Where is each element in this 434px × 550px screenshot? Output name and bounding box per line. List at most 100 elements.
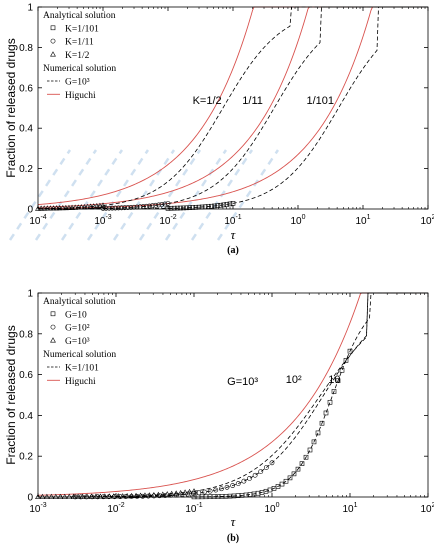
circle-marker (106, 205, 112, 211)
legend-entry: G=10 (65, 310, 87, 320)
numerical-curve (38, 6, 428, 210)
panel-b-curves (37, 292, 428, 498)
triangle-marker (72, 204, 79, 210)
square-marker (212, 203, 217, 209)
legend-entry: G=10³ (65, 337, 90, 347)
panel-a-y-axis-label: Fraction of released drugs (4, 38, 18, 177)
curve-annotation: 1/11 (242, 95, 263, 107)
y-tick-label: 0.4 (19, 411, 33, 422)
y-tick-label: 1 (27, 3, 33, 14)
circle-marker (258, 469, 264, 475)
triangle-marker (61, 493, 68, 499)
square-marker (190, 205, 196, 210)
circle-marker (145, 493, 151, 499)
legend-entry: Numerical solution (43, 350, 116, 360)
y-tick-label: 0.6 (19, 83, 33, 94)
x-tick-label: 10-3 (29, 502, 46, 515)
curve-annotation: 1/101 (306, 95, 334, 107)
circle-marker (128, 204, 134, 210)
circle-marker (151, 493, 157, 499)
triangle-marker (39, 493, 46, 500)
circle-marker (202, 489, 207, 495)
watermark-stripe (216, 149, 280, 241)
legend-circle-swatch (50, 324, 56, 330)
triangle-marker (97, 493, 104, 499)
square-marker (275, 484, 281, 489)
legend-entry: G=10² (65, 324, 90, 334)
y-tick-label: 0.8 (19, 329, 33, 340)
higuchi-curve (37, 6, 428, 208)
triangle-marker (75, 493, 82, 499)
x-tick-label: 102 (420, 214, 434, 227)
triangle-marker (87, 203, 94, 209)
circle-marker (119, 205, 124, 211)
square-marker (227, 201, 233, 207)
watermark-stripe (86, 149, 150, 241)
legend-triangle-swatch (50, 51, 56, 57)
triangle-marker (44, 493, 50, 500)
x-tick-label: 102 (420, 502, 434, 515)
square-marker (291, 471, 297, 477)
panel-b-ticks: 0 0.2 0.4 0.6 0.8 1 10-3 10-2 10-1 100 101 102 (19, 289, 434, 516)
circle-marker (112, 205, 118, 211)
circle-marker (109, 205, 115, 211)
square-marker (168, 205, 174, 211)
triangle-marker (115, 493, 122, 499)
curve-annotation: G=10³ (227, 376, 258, 388)
watermark-stripe (8, 149, 72, 241)
panel-a-ticks: 0 0.2 0.4 0.6 0.8 1 10-4 10-3 10-2 10-1 100 101 102 (19, 3, 434, 228)
triangle-marker (66, 493, 73, 499)
triangle-marker (48, 493, 55, 499)
legend-entry: Higuchi (65, 91, 96, 101)
triangle-marker (106, 493, 113, 499)
legend-entry: Analytical solution (43, 11, 116, 21)
triangle-marker (47, 205, 54, 211)
triangle-marker (35, 493, 41, 500)
circle-marker (103, 205, 109, 211)
panel-a-plot-frame (37, 6, 429, 210)
square-marker (315, 430, 321, 436)
x-tick-label: 100 (264, 502, 279, 515)
circle-marker (153, 202, 159, 208)
circle-marker (185, 491, 191, 497)
legend-entry: G=10³ (65, 78, 90, 88)
x-tick-label: 10-2 (159, 214, 176, 227)
y-tick-label: 0.2 (19, 164, 33, 175)
square-marker (224, 202, 230, 207)
x-tick-label: 10-1 (224, 214, 241, 227)
numerical-curve (37, 6, 428, 210)
curve-annotation: 10 (328, 374, 340, 386)
y-tick-label: 0.6 (19, 370, 33, 381)
legend-entry: Analytical solution (43, 297, 116, 307)
circle-marker (247, 476, 252, 481)
triangle-marker (62, 204, 69, 211)
y-tick-label: 0.4 (19, 124, 33, 135)
higuchi-curve (37, 292, 428, 496)
circle-marker (134, 493, 140, 499)
y-tick-label: 1 (27, 289, 33, 300)
triangle-marker (128, 492, 135, 499)
watermark-stripe (112, 149, 176, 241)
triangle-marker (52, 493, 59, 499)
curve-annotation: 10² (286, 374, 302, 386)
square-marker (323, 410, 329, 416)
circle-marker (263, 465, 269, 470)
legend-entry: K=1/2 (65, 51, 90, 61)
square-marker (311, 439, 317, 445)
watermark-stripe (34, 149, 98, 241)
square-marker (319, 420, 325, 426)
square-marker (267, 487, 273, 493)
square-marker (347, 348, 353, 354)
triangle-marker (90, 203, 97, 209)
y-tick-label: 0 (27, 493, 33, 504)
square-marker (303, 454, 309, 460)
circle-marker (129, 494, 134, 499)
square-marker (299, 461, 305, 466)
panel-b-annotations: G=10³ 10² 10 (227, 374, 340, 388)
triangle-marker (59, 204, 66, 211)
circle-marker (157, 493, 162, 499)
legend-circle-swatch (50, 38, 56, 44)
higuchi-curve (37, 6, 428, 206)
legend-entry: Higuchi (65, 377, 96, 387)
square-marker (178, 205, 183, 211)
